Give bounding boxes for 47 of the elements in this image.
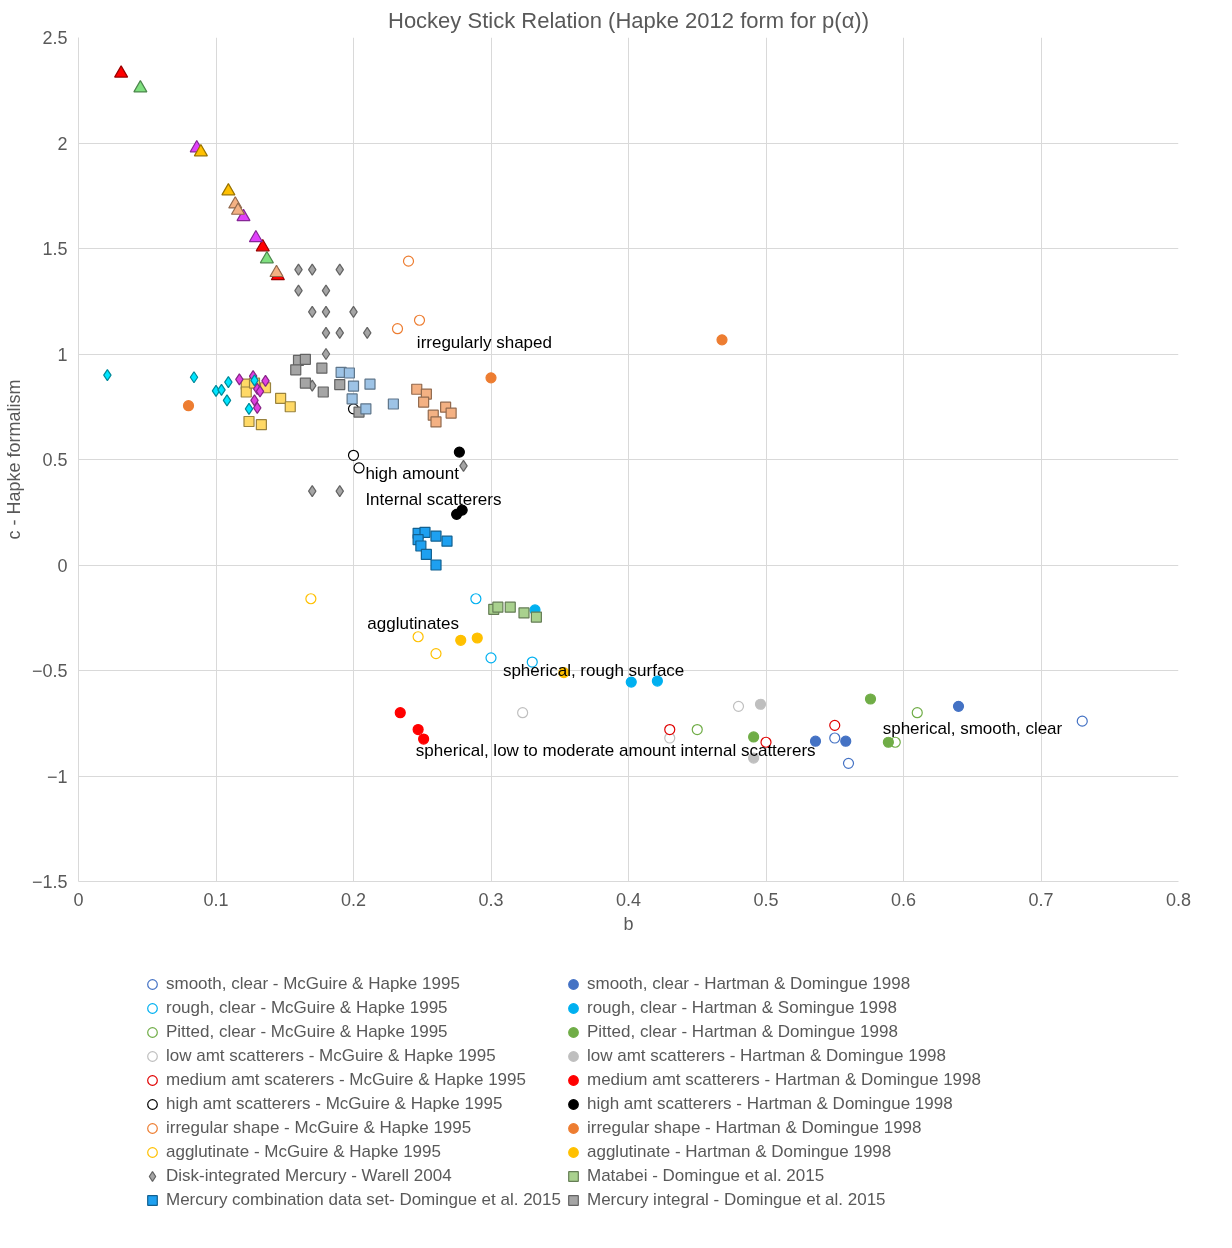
legend-label: Disk-integrated Mercury - Warell 2004 [166,1165,452,1187]
x-tick-label: 0.6 [890,889,917,910]
x-tick-label: 0.2 [340,889,367,910]
y-tick-label: 2.5 [42,28,68,48]
y-tick-label: −1.5 [31,872,68,892]
x-axis-title: b [623,913,634,934]
annotation: Internal scatterers [365,490,502,510]
y-tick-label: −1 [46,766,68,787]
legend-label: rough, clear - McGuire & Hapke 1995 [166,997,448,1019]
legend-label: irregular shape - Hartman & Domingue 1998 [586,1117,922,1139]
x-tick-label: 0.8 [1165,889,1192,910]
legend-label: Mercury combination data set- Domingue et al. 2015 [166,1189,561,1211]
x-tick-label: 0.5 [753,889,779,910]
legend-label: Matabei - Domingue et al. 2015 [586,1165,825,1187]
legend-label: low amt scatterers - McGuire & Hapke 1995 [166,1045,496,1067]
legend-label: Pitted, clear - McGuire & Hapke 1995 [166,1021,448,1043]
x-tick-label: 0.7 [1028,889,1054,910]
y-tick-label: 1.5 [42,239,68,259]
legend-label: high amt scatterers - Hartman & Domingue 1998 [586,1093,953,1115]
legend-label: Pitted, clear - Hartman & Domingue 1998 [586,1021,898,1043]
x-tick-label: 0.1 [203,889,229,910]
annotation: spherical, low to moderate amount internal scatterers [415,741,816,761]
annotation: high amount [365,464,460,484]
y-axis-title: c - Hapke formalism [3,379,24,540]
legend-label: medium amt scatterers - Hartman & Domingue 1998 [586,1069,981,1091]
legend-label: smooth, clear - Hartman & Domingue 1998 [586,973,911,995]
y-tick-label: 2 [57,133,68,154]
legend-label: rough, clear - Hartman & Somingue 1998 [586,997,897,1019]
y-tick-label: 0 [57,555,68,576]
legend-label: low amt scatterers - Hartman & Domingue 1998 [586,1045,947,1067]
x-tick-label: 0 [73,889,84,910]
y-tick-label: −0.5 [31,661,68,681]
annotation: spherical, smooth, clear [882,718,1063,738]
legend-label: Mercury integral - Domingue et al. 2015 [586,1189,886,1211]
legend-label: high amt scatterers - McGuire & Hapke 1995 [166,1093,503,1115]
annotation: agglutinates [367,613,460,633]
y-tick-label: 0.5 [42,450,68,470]
legend-label: agglutinate - McGuire & Hapke 1995 [166,1141,441,1163]
x-tick-label: 0.4 [615,889,642,910]
legend-label: irregular shape - McGuire & Hapke 1995 [166,1117,472,1139]
legend-label: agglutinate - Hartman & Domingue 1998 [586,1141,892,1163]
legend-label: smooth, clear - McGuire & Hapke 1995 [166,973,460,995]
legend-label: medium amt scaterers - McGuire & Hapke 1995 [166,1069,526,1091]
y-tick-label: 1 [57,344,68,365]
chart-title: Hockey Stick Relation (Hapke 2012 form for p(α)) [388,7,870,33]
x-tick-label: 0.3 [478,889,504,910]
annotation: irregularly shaped [416,333,552,353]
